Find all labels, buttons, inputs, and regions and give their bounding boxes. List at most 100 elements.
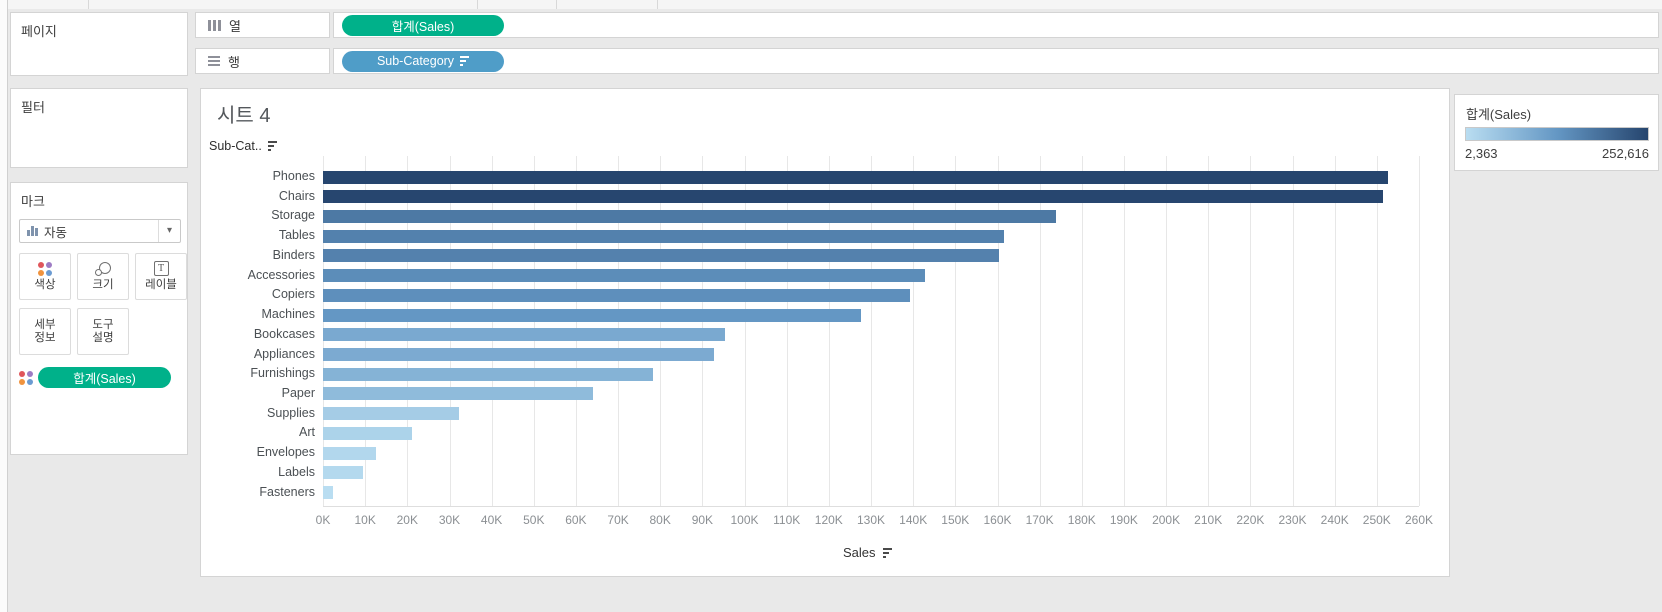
bar-envelopes[interactable] (323, 446, 377, 460)
x-axis-tick-label: 80K (649, 513, 671, 527)
x-axis-tick-label: 10K (354, 513, 376, 527)
bar-bookcases[interactable] (323, 328, 725, 342)
bar-furnishings[interactable] (323, 367, 653, 381)
gridline (744, 156, 746, 506)
bar-binders[interactable] (323, 249, 1000, 263)
row-label-envelopes[interactable]: Envelopes (256, 445, 315, 460)
x-axis-tick-label: 0K (315, 513, 331, 527)
bar-art[interactable] (323, 426, 412, 440)
bar-copiers[interactable] (323, 288, 911, 302)
sort-descending-icon (882, 547, 892, 558)
row-label-accessories[interactable]: Accessories (247, 267, 315, 282)
filters-shelf-title: 필터 (21, 100, 45, 115)
row-label-furnishings[interactable]: Furnishings (250, 366, 315, 381)
x-axis-title[interactable]: Sales (843, 545, 892, 560)
gridline (1250, 156, 1252, 506)
rows-subcategory-pill[interactable]: Sub-Category (342, 50, 504, 72)
x-axis-tick-label: 150K (941, 513, 970, 527)
gridline (1208, 156, 1210, 506)
size-circles-icon (95, 261, 111, 276)
x-axis-tick-label: 220K (1236, 513, 1265, 527)
toolbar-remnant (0, 0, 1662, 9)
pages-shelf[interactable]: 페이지 (10, 12, 188, 76)
mark-type-value: 자동 (44, 225, 68, 240)
legend-min-value: 2,363 (1465, 146, 1498, 161)
row-label-tables[interactable]: Tables (278, 228, 315, 243)
sort-descending-icon (267, 141, 277, 151)
bar-machines[interactable] (323, 308, 862, 322)
bar-supplies[interactable] (323, 407, 459, 421)
bar-labels[interactable] (323, 466, 363, 480)
x-axis-tick-label: 180K (1067, 513, 1096, 527)
x-axis-tick-label: 30K (438, 513, 461, 527)
gridline (871, 156, 872, 506)
bar-chairs[interactable] (323, 190, 1383, 204)
gridline (1292, 156, 1294, 506)
row-label-phones[interactable]: Phones (272, 169, 315, 183)
marks-sales-pill[interactable]: 합계(Sales) (38, 367, 171, 388)
row-label-appliances[interactable]: Appliances (253, 346, 315, 361)
row-label-storage[interactable]: Storage (271, 208, 315, 223)
gridline (997, 156, 999, 506)
filters-shelf[interactable]: 필터 (10, 88, 188, 168)
row-label-labels[interactable]: Labels (278, 464, 315, 479)
color-legend[interactable]: 합계(Sales) 2,363 252,616 (1454, 94, 1659, 171)
x-axis-tick-label: 50K (523, 513, 545, 527)
gridline (955, 156, 957, 506)
gridline (828, 156, 830, 506)
color-dots-icon (38, 261, 52, 276)
gridline (1123, 156, 1125, 506)
columns-sales-pill[interactable]: 합계(Sales) (342, 14, 504, 36)
tooltip-button[interactable]: 도구 설명 (77, 308, 129, 355)
sheet-title: 시트 4 (217, 105, 271, 127)
mark-type-dropdown[interactable]: 자동 ▾ (19, 219, 181, 243)
columns-shelf[interactable]: 합계(Sales) (333, 12, 1659, 38)
bar-fasteners[interactable] (323, 486, 333, 499)
gridline (1419, 156, 1420, 506)
chevron-down-icon[interactable]: ▾ (158, 220, 180, 242)
bar-tables[interactable] (323, 229, 1005, 243)
x-axis-tick-label: 240K (1320, 513, 1349, 527)
bar-paper[interactable] (323, 387, 593, 401)
x-axis-tick-label: 140K (899, 513, 928, 527)
text-label-icon: T (153, 261, 169, 276)
x-axis-tick-label: 160K (983, 513, 1012, 527)
bar-phones[interactable] (323, 170, 1388, 184)
bar-storage[interactable] (323, 209, 1057, 223)
row-label-chairs[interactable]: Chairs (278, 188, 315, 203)
row-label-machines[interactable]: Machines (261, 307, 316, 321)
gridline (1334, 156, 1336, 506)
x-axis-tick-label: 210K (1194, 513, 1223, 527)
toolbar-divider (657, 0, 658, 9)
row-label-paper[interactable]: Paper (281, 385, 315, 400)
detail-button[interactable]: 세부 정보 (19, 308, 71, 355)
x-axis-tick-label: 60K (565, 513, 587, 527)
row-label-fasteners[interactable]: Fasteners (259, 484, 315, 499)
rows-shelf-label: 행 (195, 48, 330, 74)
x-axis-tick-label: 20K (396, 513, 418, 527)
rows-shelf[interactable]: Sub-Category (333, 48, 1659, 74)
legend-title: 합계(Sales) (1466, 107, 1532, 122)
pages-shelf-title: 페이지 (21, 24, 57, 39)
x-axis-tick-label: 110K (773, 513, 801, 527)
color-button[interactable]: 색상 (19, 253, 71, 300)
row-field-header[interactable]: Sub-Cat.. (209, 139, 277, 153)
row-label-supplies[interactable]: Supplies (267, 405, 315, 420)
bar-appliances[interactable] (323, 348, 714, 361)
row-label-bookcases[interactable]: Bookcases (253, 326, 315, 341)
gridline (786, 156, 788, 506)
x-axis-tick-label: 130K (856, 513, 886, 527)
gridline (1376, 156, 1378, 506)
x-axis-tick-label: 40K (480, 513, 503, 527)
sort-descending-icon (460, 56, 470, 66)
x-axis-line (323, 506, 1419, 507)
row-label-copiers[interactable]: Copiers (271, 287, 315, 302)
row-label-art[interactable]: Art (299, 425, 315, 440)
size-button[interactable]: 크기 (77, 253, 129, 300)
row-label-binders[interactable]: Binders (272, 247, 315, 262)
bar-accessories[interactable] (323, 269, 926, 283)
gridline (1081, 156, 1083, 506)
label-button[interactable]: T 레이블 (135, 253, 187, 300)
columns-icon (208, 19, 221, 31)
marks-card: 마크 자동 ▾ 색상 크기 T 레이블 세부 정보 도구 설명 합계(Sales… (10, 182, 188, 455)
